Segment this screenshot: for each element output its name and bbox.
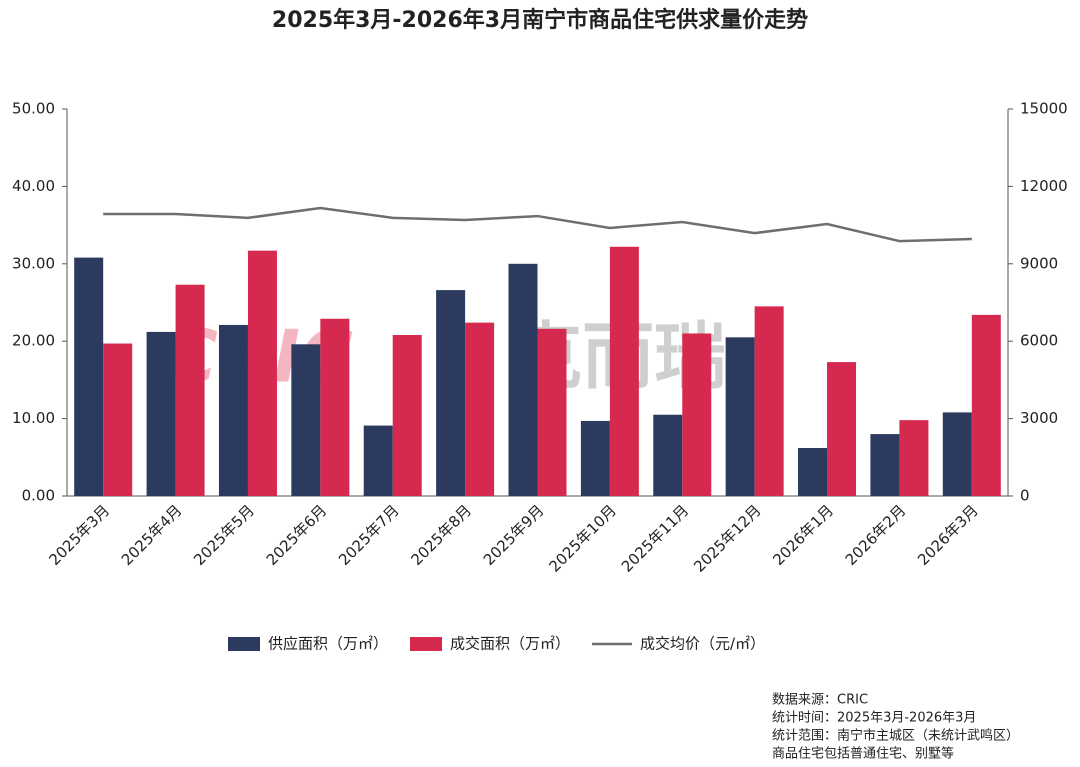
bar [103,343,133,496]
legend-swatch [228,637,260,651]
bar [682,333,712,496]
bar [537,328,567,496]
y-tick-label: 10.00 [12,409,55,427]
x-tick-label: 2026年2月 [842,501,910,569]
bar [247,250,277,496]
bar [827,362,857,496]
bar [725,337,755,496]
y2-tick-label: 15000 [1020,100,1068,118]
y-tick-label: 50.00 [12,100,55,118]
legend-swatch [410,637,443,651]
legend-label: 成交面积（万㎡） [450,635,570,653]
y-tick-label: 0.00 [22,487,55,505]
note: 统计时间：2025年3月-2026年3月 [772,711,976,726]
bar [363,425,393,496]
legend-label: 供应面积（万㎡） [268,635,388,653]
bar [465,322,495,496]
note: 商品住宅包括普通住宅、别墅等 [772,746,954,762]
y2-tick-label: 0 [1020,487,1030,505]
bar [392,335,422,496]
bar [798,448,828,496]
y-tick-label: 20.00 [12,332,55,350]
bar [291,344,321,496]
bar [218,324,248,496]
note: 统计范围：南宁市主城区（未统计武鸣区） [772,728,1019,744]
bar [609,246,639,496]
x-tick-label: 2025年4月 [118,501,186,569]
bar [320,318,350,496]
x-tick-label: 2025年3月 [46,501,114,569]
y2-tick-label: 6000 [1020,332,1058,350]
bar [653,414,683,496]
x-tick-label: 2025年5月 [190,501,258,569]
note: 数据来源：CRIC [772,693,868,708]
bar [175,284,205,496]
x-tick-label: 2025年7月 [335,501,403,569]
y2-tick-label: 12000 [1020,177,1068,195]
y-tick-label: 30.00 [12,254,55,272]
bar [508,263,538,496]
x-tick-label: 2026年3月 [914,501,982,569]
legend-label: 成交均价（元/㎡） [640,635,765,653]
bar [580,420,610,496]
bar [870,434,900,496]
chart-title: 2025年3月-2026年3月南宁市商品住宅供求量价走势 [272,7,808,33]
bar [971,314,1001,496]
bar [899,420,929,496]
x-tick-label: 2025年6月 [263,501,331,569]
bar [436,290,466,496]
y-tick-label: 40.00 [12,177,55,195]
bar [74,257,104,496]
x-tick-label: 2025年10月 [545,501,619,575]
x-tick-label: 2026年1月 [769,501,837,569]
y2-tick-label: 3000 [1020,409,1058,427]
line [103,206,972,243]
x-tick-label: 2025年9月 [480,501,548,569]
x-tick-label: 2025年8月 [407,501,475,569]
bar [942,412,972,496]
bar [146,331,176,496]
y2-tick-label: 9000 [1020,254,1058,272]
bar [754,306,784,496]
x-tick-label: 2025年12月 [690,501,764,575]
x-tick-label: 2025年11月 [618,501,692,575]
